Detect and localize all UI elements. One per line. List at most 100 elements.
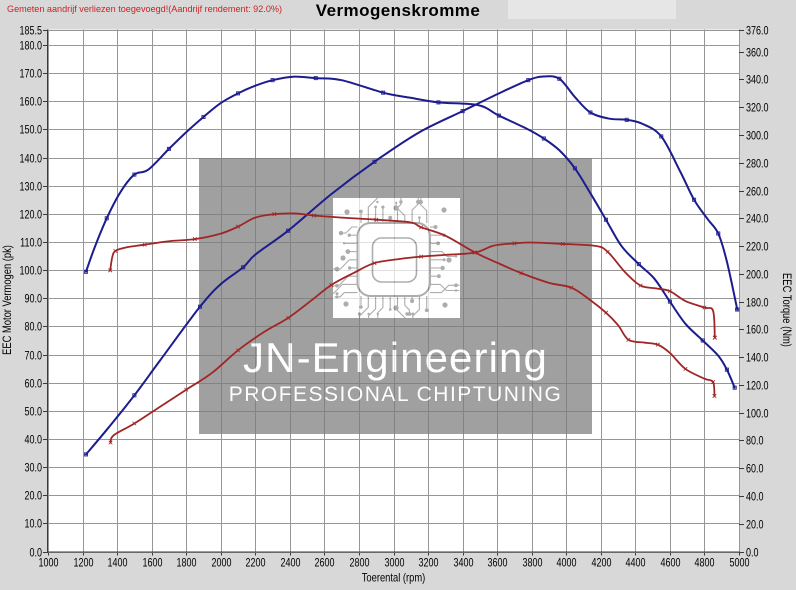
y-left-tick-label: 180.0 (20, 39, 43, 53)
chip-pad (441, 207, 447, 213)
marker-square (667, 299, 672, 304)
x-tick-label: 4600 (661, 556, 681, 570)
marker-x (560, 241, 565, 247)
x-tick-label: 3000 (385, 556, 405, 570)
chip-via (454, 289, 458, 292)
y-left-tick-label: 10.0 (25, 517, 43, 531)
drivetrain-loss-note: Gemeten aandrijf verliezen toegevoegd!(A… (7, 3, 282, 14)
marker-square (557, 76, 562, 81)
marker-x (519, 271, 524, 276)
chip-trace (412, 296, 420, 318)
marker-x (329, 282, 334, 288)
chip-pad (343, 301, 349, 307)
curve-koppel-blauw (85, 75, 736, 389)
y-right-tick-label: 376.0 (746, 24, 769, 38)
x-tick-label: 3800 (523, 556, 543, 570)
marker-x (472, 250, 477, 255)
chip-via (357, 312, 361, 316)
marker-x (702, 305, 707, 310)
marker-square (541, 136, 546, 141)
marker-square (84, 269, 89, 274)
chip-via (454, 283, 458, 288)
x-tick-label: 3200 (419, 556, 439, 570)
chip-via (359, 209, 363, 214)
marker-square (436, 100, 441, 105)
x-tick-label: 4200 (592, 556, 612, 570)
marker-x (142, 242, 147, 247)
marker-square (700, 338, 705, 343)
marker-square (572, 166, 577, 171)
y-left-tick-label: 60.0 (25, 377, 43, 391)
y-left-tick-label: 170.0 (20, 67, 43, 81)
x-tick-label: 4400 (626, 556, 646, 570)
chip-via (367, 312, 370, 316)
y-left-tick-label: 30.0 (25, 461, 43, 475)
chip-via (410, 298, 415, 304)
marker-x (626, 337, 631, 342)
chip-die-outline (371, 237, 418, 283)
chip-trace (430, 283, 460, 292)
y-right-tick-label: 180.0 (746, 296, 769, 310)
marker-x (667, 289, 672, 294)
marker-x (605, 249, 610, 254)
chip-trace (367, 198, 378, 223)
chip-trace (396, 296, 406, 318)
marker-x (712, 335, 717, 340)
marker-x (419, 254, 424, 259)
y-right-tick-label: 200.0 (746, 268, 769, 282)
marker-square (198, 304, 203, 309)
chip-via (424, 308, 429, 313)
chip-via (388, 215, 393, 220)
marker-x (419, 225, 424, 230)
x-tick-label: 2400 (281, 556, 301, 570)
marker-x (683, 366, 688, 372)
chip-pad (344, 209, 350, 215)
y-left-tick-label: 0.0 (30, 546, 43, 560)
y-left-tick-label: 40.0 (25, 433, 43, 447)
chart-title: Vermogenskromme (315, 1, 481, 20)
chip-via (374, 205, 377, 209)
chip-via (437, 274, 441, 279)
x-tick-label: 1000 (39, 556, 59, 570)
y-right-tick-label: 340.0 (746, 73, 769, 87)
marker-square (236, 91, 241, 96)
y-left-axis-title: EEC Motor Vermogen (pk) (0, 245, 14, 355)
chip-trace (395, 202, 406, 223)
marker-x (113, 248, 118, 254)
marker-x (108, 440, 113, 445)
y-right-tick-label: 240.0 (746, 212, 769, 226)
y-left-tick-label: 110.0 (20, 236, 42, 250)
x-axis-title: Toerental (rpm) (362, 571, 426, 585)
chip-via (345, 249, 351, 254)
chip-trace (417, 198, 428, 223)
y-right-tick-label: 140.0 (746, 351, 769, 365)
chip-via (376, 312, 379, 316)
x-tick-label: 4000 (557, 556, 577, 570)
chip-via (454, 255, 458, 258)
x-tick-label: 1200 (74, 556, 94, 570)
chip-via (418, 216, 421, 219)
x-tick-label: 2200 (246, 556, 266, 570)
y-right-tick-label: 20.0 (746, 518, 764, 532)
highlight-strip (508, 0, 676, 19)
y-right-tick-label: 300.0 (746, 129, 769, 143)
y-right-tick-label: 60.0 (746, 462, 764, 476)
x-tick-label: 1800 (177, 556, 197, 570)
marker-x (638, 283, 643, 288)
chip-trace (333, 275, 358, 287)
marker-square (104, 216, 109, 221)
y-right-tick-label: 360.0 (746, 46, 769, 60)
y-right-axis-title: EEC Torque (Nm) (780, 273, 794, 347)
chip-pad (340, 255, 346, 261)
chip-via (342, 242, 346, 245)
y-right-tick-label: 280.0 (746, 157, 769, 171)
marker-square (241, 265, 246, 270)
chip-via (388, 308, 392, 311)
marker-square (166, 146, 171, 151)
y-right-tick-label: 120.0 (746, 379, 769, 393)
chip-via (335, 295, 339, 299)
chip-via (395, 201, 398, 204)
chip-via (347, 233, 351, 237)
marker-x (374, 217, 379, 222)
